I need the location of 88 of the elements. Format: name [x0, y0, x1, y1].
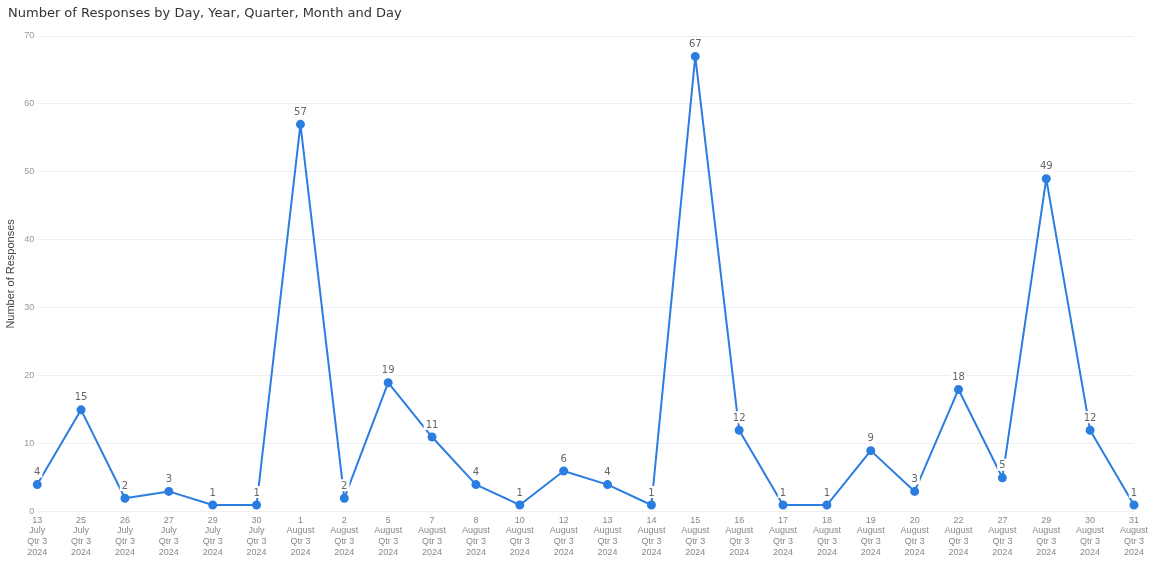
y-tick-label: 10: [24, 438, 35, 449]
data-label: 19: [381, 364, 395, 376]
data-label: 4: [604, 466, 611, 478]
point: [515, 500, 525, 510]
point: [1041, 174, 1051, 184]
data-label: 18: [952, 371, 965, 383]
data-label: 1: [779, 486, 787, 498]
data-label: 1: [516, 486, 523, 498]
x-tick-label: 31 August Qtr 3 2024: [1119, 514, 1149, 558]
point: [1085, 425, 1095, 435]
point: [910, 486, 920, 496]
data-label: 11: [425, 418, 439, 430]
x-tick-label: 13 July Qtr 3 2024: [27, 514, 48, 558]
x-tick-label: 14 August Qtr 3 2024: [637, 514, 666, 558]
point: [32, 480, 42, 490]
data-label: 3: [165, 473, 173, 484]
data-label: 57: [294, 105, 307, 117]
point: [208, 500, 218, 510]
x-tick-label: 8 August Qtr 3 2024: [461, 514, 491, 558]
x-tick-label: 1 August Qtr 3 2024: [286, 514, 315, 558]
point: [734, 425, 744, 435]
x-tick-label: 10 August Qtr 3 2024: [505, 514, 535, 558]
data-label: 6: [560, 452, 567, 464]
data-label: 2: [341, 479, 348, 491]
data-label: 15: [74, 391, 88, 403]
x-tick-label: 30 July Qtr 3 2024: [246, 514, 267, 558]
x-tick-label: 5 August Qtr 3 2024: [374, 514, 403, 558]
point: [646, 500, 656, 510]
data-label: 67: [688, 37, 702, 49]
x-tick-label: 27 July Qtr 3 2024: [158, 514, 179, 558]
data-label: 1: [253, 486, 260, 498]
data-label: 9: [867, 432, 874, 444]
point: [778, 500, 788, 510]
point: [471, 480, 481, 490]
x-tick-label: 2 August Qtr 3 2024: [330, 514, 359, 558]
data-label: 4: [34, 466, 41, 478]
x-tick-label: 20 August Qtr 3 2024: [900, 514, 930, 558]
point: [252, 500, 262, 510]
y-tick-label: 30: [24, 302, 35, 313]
x-tick-label: 16 August Qtr 3 2024: [725, 514, 754, 558]
chart-title: Number of Responses by Day, Year, Quarter, Month and Day: [8, 5, 402, 20]
data-label: 12: [732, 411, 746, 423]
point: [559, 466, 569, 476]
data-label: 12: [1083, 411, 1097, 423]
data-label: 1: [648, 486, 655, 498]
x-tick-label: 13 August Qtr 3 2024: [593, 514, 623, 558]
point: [1129, 500, 1139, 510]
point: [954, 384, 964, 394]
x-tick-label: 29 August Qtr 3 2024: [1032, 514, 1061, 558]
point: [339, 493, 349, 503]
x-tick-label: 25 July Qtr 3 2024: [71, 514, 92, 558]
y-tick-label: 70: [24, 30, 35, 41]
x-tick-label: 22 August Qtr 3 2024: [944, 514, 974, 558]
point: [866, 446, 876, 456]
x-tick-label: 15 August Qtr 3 2024: [681, 514, 710, 558]
y-tick-label: 0: [29, 506, 35, 517]
data-label: 2: [121, 479, 129, 491]
y-tick-label: 20: [24, 370, 35, 381]
point: [76, 405, 86, 415]
x-tick-label: 19 August Qtr 3 2024: [856, 514, 886, 558]
x-tick-label: 12 August Qtr 3 2024: [549, 514, 579, 558]
point: [690, 51, 700, 61]
data-label: 4: [472, 466, 480, 478]
point: [383, 378, 393, 388]
x-tick-label: 26 July Qtr 3 2024: [114, 514, 135, 558]
x-tick-label: 30 August Qtr 3 2024: [1076, 514, 1105, 558]
data-label: 1: [209, 486, 216, 498]
point: [427, 432, 437, 442]
x-tick-label: 7 August Qtr 3 2024: [418, 514, 447, 558]
data-label: 49: [1039, 160, 1053, 172]
point: [295, 119, 305, 129]
y-tick-label: 50: [24, 166, 35, 177]
point: [120, 493, 130, 503]
data-label: 5: [999, 459, 1006, 471]
y-tick-label: 60: [24, 98, 35, 109]
point: [603, 480, 613, 490]
x-tick-label: 18 August Qtr 3 2024: [812, 514, 842, 558]
x-tick-label: 17 August Qtr 3 2024: [769, 514, 798, 558]
point: [822, 500, 832, 510]
data-label: 1: [823, 486, 831, 498]
x-tick-label: 29 July Qtr 3 2024: [202, 514, 223, 558]
x-tick-label: 27 August Qtr 3 2024: [988, 514, 1017, 558]
point: [164, 486, 174, 496]
data-label: 3: [911, 473, 918, 484]
y-tick-label: 40: [24, 234, 35, 245]
data-label: 1: [1130, 486, 1138, 498]
point: [997, 473, 1007, 483]
y-axis-title: Number of Responses: [3, 218, 16, 329]
